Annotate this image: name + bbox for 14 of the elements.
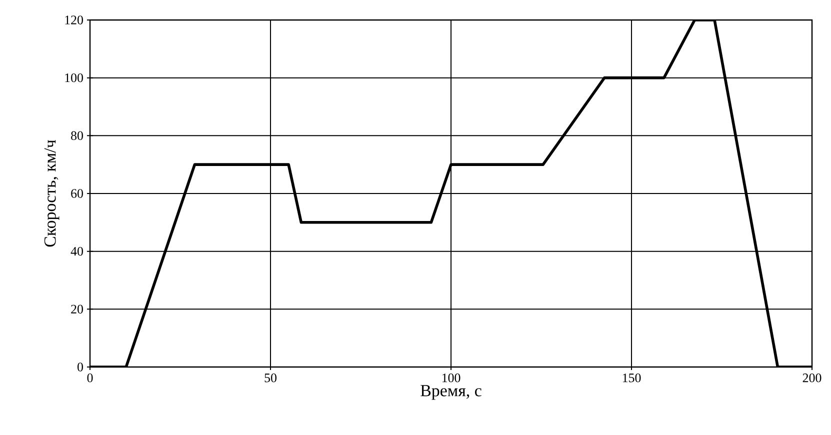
- y-tick-label: 40: [70, 246, 83, 256]
- y-tick-label: 60: [71, 189, 83, 198]
- x-tick-label: 100: [442, 374, 460, 382]
- y-tick-label: 120: [65, 16, 83, 24]
- y-tick-label: 0: [78, 362, 83, 372]
- x-tick-label: 0: [87, 374, 93, 382]
- y-tick-label: 20: [71, 304, 83, 314]
- y-axis-title: Скорость, км/ч: [44, 140, 60, 247]
- y-tick-label: 100: [65, 73, 83, 82]
- x-tick-label: 200: [802, 374, 822, 382]
- x-axis-title: Время, с: [420, 385, 482, 400]
- x-tick-label: 50: [264, 374, 276, 382]
- y-tick-label: 80: [71, 131, 83, 140]
- x-tick-label: 150: [622, 374, 641, 382]
